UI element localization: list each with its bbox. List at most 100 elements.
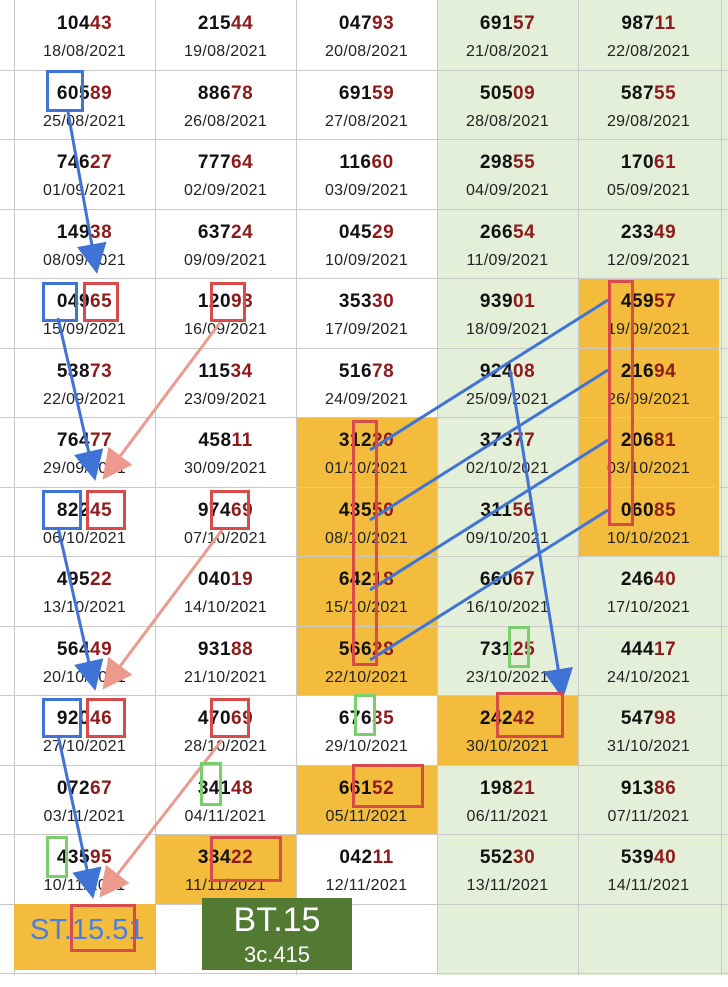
result-last-two-digits: 55 xyxy=(513,152,536,173)
result-date: 05/11/2021 xyxy=(325,807,408,825)
result-date: 07/10/2021 xyxy=(183,529,268,547)
result-prefix-digits: 045 xyxy=(338,221,373,243)
result-prefix-digits: 777 xyxy=(197,152,232,173)
result-cell: 35330 17/09/2021 xyxy=(296,278,437,348)
grid-column-line xyxy=(296,0,297,975)
blue-marker-box xyxy=(42,282,78,322)
result-prefix-digits: 924 xyxy=(479,360,514,382)
result-number: 26654 xyxy=(437,222,578,244)
result-cell: 10443 18/08/2021 xyxy=(14,0,155,70)
result-cell: 31156 09/10/2021 xyxy=(437,487,578,557)
result-prefix-digits: 691 xyxy=(338,82,373,104)
result-number: 51678 xyxy=(296,361,437,383)
result-last-two-digits: 34 xyxy=(230,360,253,382)
result-last-two-digits: 61 xyxy=(654,152,677,173)
result-number: 45957 xyxy=(578,291,719,313)
result-date: 20/08/2021 xyxy=(324,43,409,60)
result-last-two-digits: 48 xyxy=(231,777,254,799)
grid-row-line xyxy=(0,417,728,418)
result-cell: 66067 16/10/2021 xyxy=(437,556,578,626)
result-prefix-digits: 312 xyxy=(338,430,373,451)
result-last-two-digits: 22 xyxy=(90,569,113,590)
result-date: 29/08/2021 xyxy=(606,112,691,130)
result-date: 30/09/2021 xyxy=(183,460,268,477)
result-number: 35330 xyxy=(296,291,437,313)
result-cell: 29855 04/09/2021 xyxy=(437,139,578,209)
result-last-two-digits: 85 xyxy=(654,499,677,521)
result-number: 34148 xyxy=(155,778,296,800)
result-date: 12/09/2021 xyxy=(606,251,691,269)
result-prefix-digits: 072 xyxy=(56,777,91,799)
result-date: 17/10/2021 xyxy=(606,599,691,616)
green-marker-box xyxy=(46,836,68,878)
result-last-two-digits: 11 xyxy=(231,430,253,451)
result-prefix-digits: 566 xyxy=(338,638,373,660)
result-date: 03/10/2021 xyxy=(606,460,691,477)
st-label: ST.15.51 xyxy=(14,904,156,970)
result-date: 23/10/2021 xyxy=(465,668,550,686)
result-date: 03/11/2021 xyxy=(43,807,126,825)
result-date: 27/10/2021 xyxy=(42,738,127,755)
result-cell: 92408 25/09/2021 xyxy=(437,348,578,418)
result-cell: 49522 13/10/2021 xyxy=(14,556,155,626)
result-number: 77764 xyxy=(155,152,296,174)
result-date: 27/08/2021 xyxy=(324,112,409,130)
result-prefix-digits: 642 xyxy=(338,569,373,590)
red-marker-box xyxy=(70,904,136,952)
result-date: 29/10/2021 xyxy=(324,738,409,755)
result-prefix-digits: 149 xyxy=(56,221,91,243)
result-number: 24640 xyxy=(578,569,719,591)
result-number: 91386 xyxy=(578,778,719,800)
result-date: 06/10/2021 xyxy=(42,529,127,547)
result-prefix-digits: 459 xyxy=(620,291,655,312)
result-last-two-digits: 45 xyxy=(90,499,113,521)
result-prefix-digits: 115 xyxy=(198,360,231,382)
result-last-two-digits: 57 xyxy=(654,291,677,312)
red-marker-box xyxy=(86,490,126,530)
green-marker-box xyxy=(508,626,530,668)
result-prefix-digits: 495 xyxy=(56,569,91,590)
result-date: 23/09/2021 xyxy=(183,390,268,408)
result-prefix-digits: 516 xyxy=(338,360,373,382)
result-prefix-digits: 216 xyxy=(620,360,655,382)
result-number: 19821 xyxy=(437,778,578,800)
result-number: 12093 xyxy=(155,291,296,313)
result-date: 17/09/2021 xyxy=(324,321,409,338)
result-last-two-digits: 65 xyxy=(90,291,113,312)
result-number: 37377 xyxy=(437,430,578,452)
result-number: 76477 xyxy=(14,430,155,452)
result-date: 22/09/2021 xyxy=(42,390,127,408)
grid-row-line xyxy=(0,556,728,557)
result-number: 49522 xyxy=(14,569,155,591)
result-number: 66152 xyxy=(296,778,437,800)
result-date: 24/10/2021 xyxy=(606,668,691,686)
red-marker-box xyxy=(352,764,424,808)
result-prefix-digits: 987 xyxy=(621,13,655,34)
result-number: 11660 xyxy=(296,152,437,174)
result-date: 10/09/2021 xyxy=(324,251,409,269)
result-cell: 74627 01/09/2021 xyxy=(14,139,155,209)
result-prefix-digits: 266 xyxy=(479,221,514,243)
result-prefix-digits: 233 xyxy=(620,221,655,243)
result-prefix-digits: 538 xyxy=(56,360,91,382)
result-number: 98711 xyxy=(578,13,719,35)
red-marker-box xyxy=(210,282,246,322)
result-prefix-digits: 311 xyxy=(480,499,513,521)
result-cell: 45811 30/09/2021 xyxy=(155,417,296,487)
result-number: 58755 xyxy=(578,83,719,105)
result-last-two-digits: 73 xyxy=(90,360,113,382)
result-last-two-digits: 77 xyxy=(513,430,536,451)
result-number: 14938 xyxy=(14,222,155,244)
result-number: 43595 xyxy=(14,847,155,869)
result-last-two-digits: 49 xyxy=(654,221,677,243)
result-number: 55230 xyxy=(437,847,578,869)
red-marker-box xyxy=(86,698,126,738)
result-prefix-digits: 913 xyxy=(620,777,655,799)
result-prefix-digits: 505 xyxy=(479,82,514,104)
result-cell: 17061 05/09/2021 xyxy=(578,139,719,209)
result-date: 24/09/2021 xyxy=(324,390,409,408)
result-last-two-digits: 38 xyxy=(90,221,113,243)
grid-row-line xyxy=(0,278,728,279)
result-date: 31/10/2021 xyxy=(606,738,691,755)
result-date: 25/08/2021 xyxy=(42,112,127,130)
